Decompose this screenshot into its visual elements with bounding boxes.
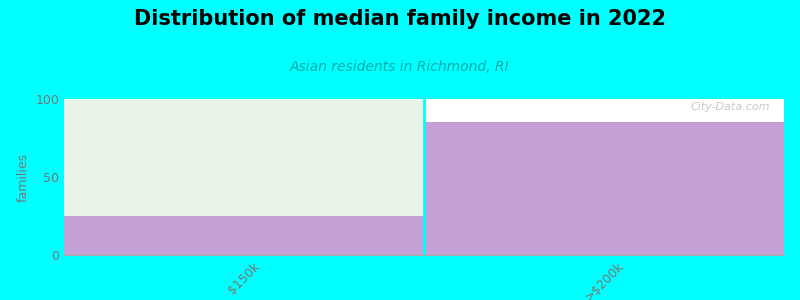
Y-axis label: families: families (17, 152, 30, 202)
Bar (64, 99, 424, 216)
Bar (424, 122, 784, 255)
Bar (64, 216, 424, 255)
Text: Distribution of median family income in 2022: Distribution of median family income in … (134, 9, 666, 29)
Text: City-Data.com: City-Data.com (690, 102, 770, 112)
Text: Asian residents in Richmond, RI: Asian residents in Richmond, RI (290, 60, 510, 74)
